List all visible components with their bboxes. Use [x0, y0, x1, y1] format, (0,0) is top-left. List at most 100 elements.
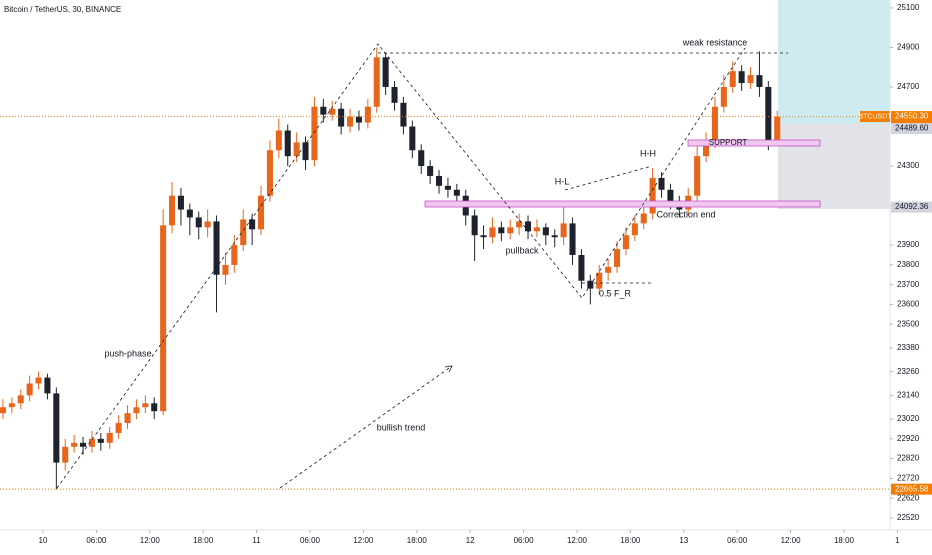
symbol-label: BTCUSDT	[858, 113, 892, 120]
annotations: weak resistance SUPPORT H-H H-L Correction e…	[104, 37, 747, 432]
price-box	[891, 123, 932, 135]
candle-body	[160, 225, 167, 412]
x-tick-label: 06:00	[514, 536, 535, 545]
candle-body	[62, 446, 69, 463]
candle-body	[391, 86, 398, 103]
price-box	[891, 483, 932, 495]
annotation: Correction end	[656, 209, 715, 219]
annotation: bullish trend	[377, 422, 426, 432]
candle-body	[80, 442, 87, 447]
candle-body	[525, 221, 532, 232]
annotation: pullback	[505, 245, 539, 255]
x-tick-label: 12:00	[781, 536, 802, 545]
candle-body	[453, 189, 460, 196]
candle-body	[53, 393, 60, 463]
candle-body	[480, 235, 487, 238]
candle-body	[427, 166, 434, 176]
candle-body	[631, 223, 638, 236]
candle-body	[711, 106, 718, 143]
candle-body	[436, 175, 443, 186]
annotation: H-L	[555, 176, 570, 186]
candle-body	[355, 116, 362, 123]
candle-body	[17, 395, 24, 404]
candle-body	[249, 219, 256, 230]
candle-body	[516, 221, 523, 228]
y-tick-label: 22920	[897, 434, 920, 443]
candle-body	[649, 177, 656, 214]
candle-body	[293, 142, 300, 157]
candle-body	[560, 223, 567, 238]
candle-body	[258, 195, 265, 230]
candle-body	[471, 215, 478, 236]
candle-body	[703, 142, 710, 157]
y-tick-label: 23500	[897, 319, 920, 328]
candle-body	[418, 150, 425, 167]
candle-body	[551, 235, 558, 238]
x-tick-label: 12:00	[567, 536, 588, 545]
candle-body	[266, 150, 273, 196]
candle-body	[151, 403, 158, 412]
target-zone	[778, 0, 890, 124]
candle-body	[364, 106, 371, 123]
x-tick-label: 06:00	[300, 536, 321, 545]
y-tick-label: 23600	[897, 300, 920, 309]
candle-body	[658, 177, 665, 190]
candle-body	[311, 106, 318, 161]
candle-body	[373, 57, 380, 107]
x-tick-label: 1	[895, 536, 900, 545]
x-tick-label: 12	[466, 536, 475, 545]
x-tick-label: 12:00	[140, 536, 161, 545]
y-tick-label: 24700	[897, 82, 920, 91]
y-tick-label: 22620	[897, 493, 920, 502]
candle-body	[195, 217, 202, 228]
candle-body	[640, 213, 647, 224]
y-tick-label: 23260	[897, 367, 920, 376]
x-tick-label: 06:00	[727, 536, 748, 545]
candle-body	[106, 432, 113, 443]
candle-body	[569, 223, 576, 256]
candle-body	[133, 407, 140, 414]
candle-body	[738, 71, 745, 84]
correction-zone	[424, 200, 821, 208]
price-label: 22665.58	[895, 484, 929, 493]
candle-body	[142, 403, 149, 408]
annotation: SUPPORT	[709, 138, 748, 147]
y-tick-label: 23020	[897, 414, 920, 423]
candle-body	[694, 156, 701, 196]
candle-body	[222, 264, 229, 275]
candle-body	[542, 227, 549, 236]
candle-body	[578, 255, 585, 281]
x-tick-label: 18:00	[834, 536, 855, 545]
candle-body	[124, 413, 131, 424]
annotation: push-phase	[104, 348, 151, 358]
candle-body	[240, 219, 247, 246]
candle-body	[88, 438, 95, 447]
x-tick-label: 10	[39, 536, 48, 545]
candle-body	[765, 86, 772, 143]
candle-body	[667, 189, 674, 202]
x-tick-label: 12:00	[353, 536, 374, 545]
price-label: 24550.30	[895, 112, 929, 121]
y-tick-label: 23380	[897, 343, 920, 352]
y-tick-label: 22520	[897, 513, 920, 522]
candle-body	[444, 185, 451, 190]
candles	[0, 47, 890, 490]
price-label: 24092.36	[895, 202, 929, 211]
candle-body	[747, 75, 754, 84]
wave-line	[56, 43, 746, 489]
y-tick-label: 22720	[897, 474, 920, 483]
candle-body	[177, 195, 184, 210]
y-tick-label: 22820	[897, 454, 920, 463]
candle-body	[605, 266, 612, 273]
candle-body	[231, 245, 238, 265]
candle-body	[338, 108, 345, 127]
x-tick-label: 18:00	[407, 536, 428, 545]
annotation: 0.5 F_R	[599, 288, 632, 298]
candle-body	[97, 438, 104, 443]
symbol-box	[860, 111, 890, 123]
y-tick-label: 23140	[897, 390, 920, 399]
candle-body	[204, 221, 211, 228]
candle-body	[400, 102, 407, 127]
candle-body	[186, 209, 193, 218]
